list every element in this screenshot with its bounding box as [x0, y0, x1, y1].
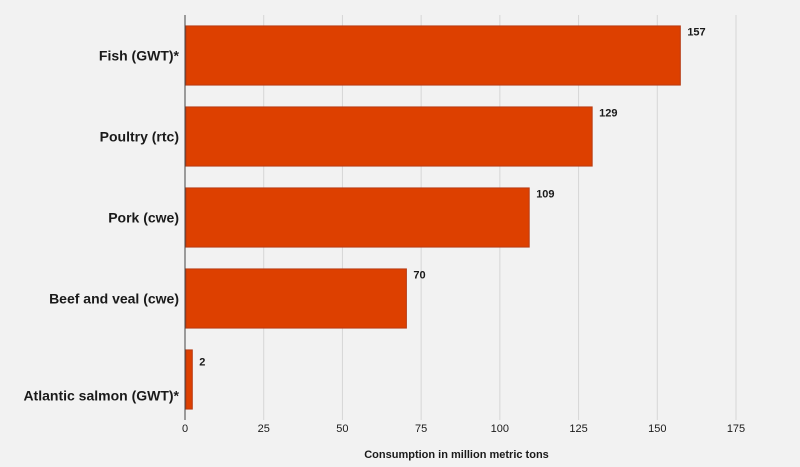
value-label-3: 109: [536, 189, 554, 201]
category-label-4: Beef and veal (cwe): [49, 291, 179, 307]
value-label-5: 2: [199, 357, 205, 369]
labels: 0 25 50 75 100 125 150 175 Fish (GWT)* 157 Poultry…: [23, 27, 745, 436]
category-label-1: Fish (GWT)*: [99, 48, 180, 64]
category-label-5: Atlantic salmon (GWT)*: [23, 388, 179, 404]
bars: [185, 25, 681, 410]
bar-5: [185, 349, 193, 410]
category-label-2: Poultry (rtc): [100, 129, 179, 145]
x-tick-label-125: 125: [569, 423, 587, 435]
x-tick-label-50: 50: [336, 423, 348, 435]
value-label-4: 70: [413, 270, 425, 282]
bar-1: [185, 25, 681, 86]
x-tick-label-0: 0: [182, 423, 188, 435]
value-label-1: 157: [687, 27, 705, 39]
x-tick-label-175: 175: [727, 423, 745, 435]
bar-2: [185, 106, 593, 167]
bar-3: [185, 187, 530, 248]
bar-4: [185, 268, 407, 329]
x-tick-label-150: 150: [648, 423, 666, 435]
x-tick-label-75: 75: [415, 423, 427, 435]
x-tick-label-100: 100: [491, 423, 509, 435]
category-label-3: Pork (cwe): [108, 210, 179, 226]
x-tick-label-25: 25: [258, 423, 270, 435]
x-axis-title: Consumption in million metric tons: [364, 449, 549, 461]
value-label-2: 129: [599, 108, 617, 120]
